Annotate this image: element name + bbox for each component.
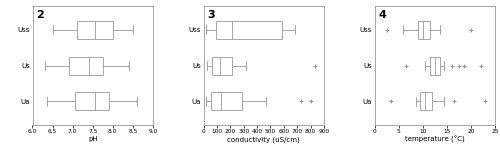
PathPatch shape <box>420 93 432 110</box>
X-axis label: temperature (°C): temperature (°C) <box>405 136 464 143</box>
PathPatch shape <box>68 56 103 75</box>
Text: 3: 3 <box>207 10 215 20</box>
PathPatch shape <box>211 93 242 110</box>
PathPatch shape <box>76 21 113 39</box>
PathPatch shape <box>430 56 440 75</box>
X-axis label: conductivity (uS/cm): conductivity (uS/cm) <box>228 136 300 143</box>
PathPatch shape <box>74 93 109 110</box>
PathPatch shape <box>212 56 232 75</box>
PathPatch shape <box>418 21 430 39</box>
X-axis label: pH: pH <box>88 136 98 142</box>
Text: 2: 2 <box>36 10 44 20</box>
PathPatch shape <box>216 21 282 39</box>
Text: 4: 4 <box>378 10 386 20</box>
